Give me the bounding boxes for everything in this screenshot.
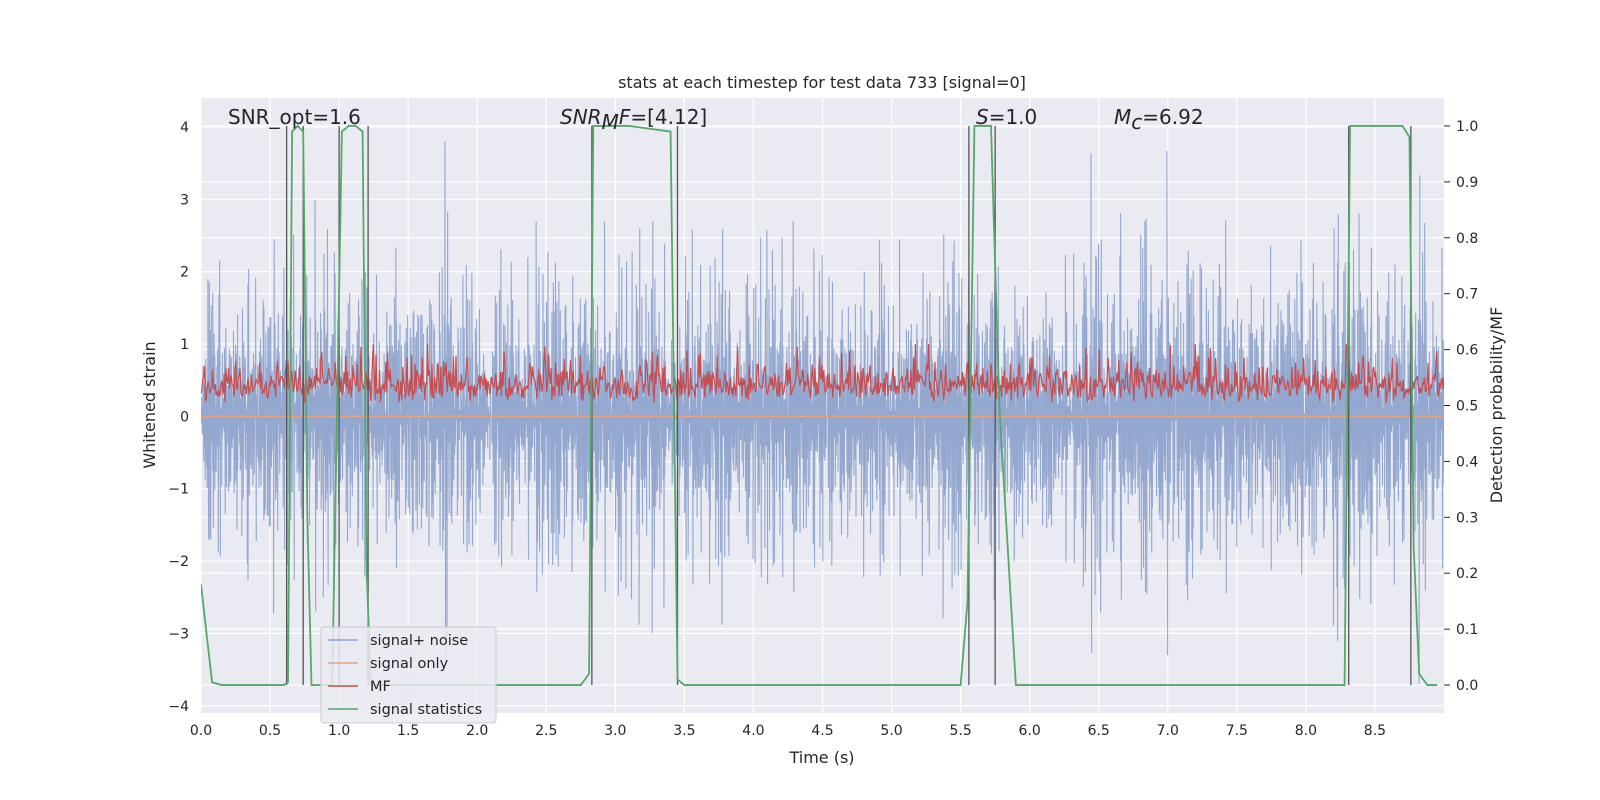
mf-series <box>201 343 1444 404</box>
annotation-mc-value: =6.92 <box>1142 105 1203 129</box>
annotation-s-label: S <box>976 105 989 129</box>
x-tick-label: 4.0 <box>742 723 764 739</box>
y2-tick-label: 0.4 <box>1456 454 1478 470</box>
chart-title: stats at each timestep for test data 733… <box>618 73 1026 92</box>
y2-tick-label: 0.7 <box>1456 287 1478 303</box>
signal-statistics-line <box>201 124 1438 686</box>
x-tick-label: 3.0 <box>604 723 626 739</box>
x-tick-label: 1.0 <box>328 723 350 739</box>
y2-tick-label: 0.1 <box>1456 622 1478 638</box>
legend-box <box>320 626 497 724</box>
y2-tick-label: 0.0 <box>1456 678 1478 694</box>
legend-label-signal-noise: signal+ noise <box>370 633 468 649</box>
annotation-snr-mf-sub: M <box>602 110 619 134</box>
legend-label-mf: MF <box>370 679 391 695</box>
y-tick-label: −2 <box>168 554 189 570</box>
y2-tick-label: 1.0 <box>1456 119 1478 135</box>
legend-label-signal-statistics: signal statistics <box>370 702 482 718</box>
annotation-mc: Mc=6.92 <box>1114 105 1204 134</box>
y-tick-label: 1 <box>180 337 189 353</box>
y-tick-label: −1 <box>168 482 189 498</box>
legend-label-signal-only: signal only <box>370 656 449 672</box>
y-tick-label: 4 <box>180 120 189 136</box>
y2-ticks: 1.0 0.9 0.8 0.7 0.6 0.5 0.4 0.3 0.2 0.1 0.0 <box>1444 119 1478 694</box>
signal-statistics-series <box>201 124 1438 686</box>
annotation-s-value: =1.0 <box>989 105 1038 129</box>
annotation-snr-mf-value: =[4.12] <box>630 105 707 129</box>
x-tick-label: 6.0 <box>1019 723 1041 739</box>
annotation-snr-mf-rest: F <box>619 105 631 129</box>
annotation-mc-sub: c <box>1131 110 1142 134</box>
annotation-mc-label: M <box>1114 105 1131 129</box>
x-axis-label: Time (s) <box>788 748 854 767</box>
y-tick-label: −3 <box>168 626 189 642</box>
annotation-snr-opt: SNR_opt=1.6 <box>228 105 361 129</box>
x-tick-label: 2.5 <box>535 723 557 739</box>
y2-tick-label: 0.5 <box>1456 399 1478 415</box>
x-tick-label: 7.5 <box>1226 723 1248 739</box>
x-tick-label: 8.0 <box>1295 723 1317 739</box>
x-tick-label: 5.5 <box>949 723 971 739</box>
y2-tick-label: 0.9 <box>1456 175 1478 191</box>
mf-line <box>201 343 1444 404</box>
y-tick-label: 0 <box>180 409 189 425</box>
x-tick-label: 6.5 <box>1088 723 1110 739</box>
x-tick-label: 0.5 <box>259 723 281 739</box>
y-axis-label: Whitened strain <box>140 341 159 468</box>
signal-noise-line <box>201 141 1444 685</box>
annotation-s: S=1.0 <box>976 105 1037 129</box>
x-tick-label: 2.0 <box>466 723 488 739</box>
annotation-snr-mf: SNRMF=[4.12] <box>560 105 707 134</box>
y-tick-label: −4 <box>168 699 189 715</box>
x-tick-label: 3.5 <box>673 723 695 739</box>
x-tick-label: 8.5 <box>1364 723 1386 739</box>
x-tick-label: 4.5 <box>811 723 833 739</box>
y2-axis-label: Detection probability/MF <box>1487 307 1506 504</box>
y2-tick-label: 0.2 <box>1456 566 1478 582</box>
x-ticks: 0.0 0.5 1.0 1.5 2.0 2.5 3.0 3.5 4.0 4.5 5.0 5.5 6.0 6… <box>190 723 1386 739</box>
y2-tick-label: 0.3 <box>1456 510 1478 526</box>
x-tick-label: 7.0 <box>1157 723 1179 739</box>
signal-noise-series <box>201 141 1444 685</box>
x-tick-label: 1.5 <box>397 723 419 739</box>
y-ticks: 4 3 2 1 0 −1 −2 −3 −4 <box>168 120 189 715</box>
y2-tick-label: 0.8 <box>1456 231 1478 247</box>
annotation-snr-mf-label: SNR <box>560 105 602 129</box>
x-tick-label: 5.0 <box>880 723 902 739</box>
legend: signal+ noise signal only MF signal stat… <box>320 626 497 724</box>
y-tick-label: 3 <box>180 192 189 208</box>
y2-tick-label: 0.6 <box>1456 343 1478 359</box>
y-tick-label: 2 <box>180 265 189 281</box>
x-tick-label: 0.0 <box>190 723 212 739</box>
